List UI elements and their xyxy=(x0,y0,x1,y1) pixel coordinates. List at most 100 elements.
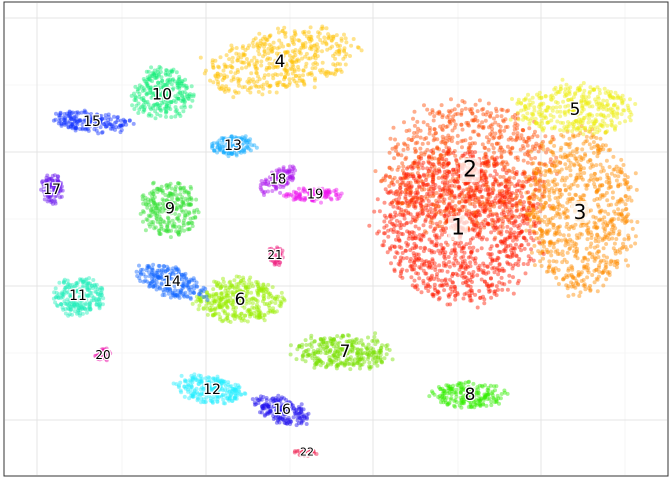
data-point xyxy=(443,278,447,283)
data-point xyxy=(494,141,499,146)
data-point xyxy=(143,195,148,200)
data-point xyxy=(476,132,481,137)
data-point xyxy=(614,202,619,207)
data-point xyxy=(571,133,575,138)
data-point xyxy=(549,118,554,123)
data-point xyxy=(478,225,483,230)
data-point xyxy=(610,190,615,195)
data-point xyxy=(528,118,533,123)
data-point xyxy=(548,217,553,222)
data-point xyxy=(538,251,543,256)
data-point xyxy=(170,218,175,223)
data-point xyxy=(434,235,439,239)
data-point xyxy=(557,190,562,195)
data-point xyxy=(265,37,270,42)
data-point xyxy=(438,193,443,197)
data-point xyxy=(250,296,255,301)
data-point xyxy=(457,200,462,204)
data-point xyxy=(407,200,412,205)
data-point xyxy=(508,135,513,140)
data-point xyxy=(491,184,496,189)
data-point xyxy=(507,220,512,225)
data-point xyxy=(575,126,580,131)
data-point xyxy=(439,156,444,161)
data-point xyxy=(633,171,638,176)
data-point xyxy=(477,98,482,103)
data-point xyxy=(503,236,508,241)
data-point xyxy=(413,284,418,289)
data-point xyxy=(558,128,563,133)
data-point xyxy=(607,270,612,275)
data-point xyxy=(434,168,439,173)
data-point xyxy=(145,83,150,88)
data-point xyxy=(467,245,472,250)
data-point xyxy=(244,65,248,70)
data-point xyxy=(413,224,418,229)
data-point xyxy=(433,207,438,212)
data-point xyxy=(472,210,477,215)
data-point xyxy=(554,259,559,264)
data-point xyxy=(556,169,561,173)
data-point xyxy=(421,211,426,216)
data-point xyxy=(414,217,419,221)
data-point xyxy=(456,261,461,266)
data-point xyxy=(558,160,563,165)
data-point xyxy=(595,102,599,107)
data-point xyxy=(430,389,434,394)
data-point xyxy=(606,221,611,226)
data-point xyxy=(436,297,441,302)
data-point xyxy=(598,176,603,181)
data-point xyxy=(483,160,488,164)
data-point xyxy=(544,269,549,274)
data-point xyxy=(533,221,538,226)
data-point xyxy=(542,190,547,195)
data-point xyxy=(480,120,485,125)
data-point xyxy=(175,111,180,116)
data-point xyxy=(609,258,614,263)
data-point xyxy=(400,168,405,173)
data-point xyxy=(392,175,397,180)
data-point xyxy=(426,159,431,164)
data-point xyxy=(570,197,575,201)
data-point xyxy=(510,203,515,208)
data-point xyxy=(420,211,425,216)
data-point xyxy=(397,200,402,205)
data-point xyxy=(482,178,487,182)
data-point xyxy=(215,284,220,288)
data-point xyxy=(588,177,593,181)
data-point xyxy=(347,333,351,338)
data-point xyxy=(393,145,398,150)
data-point xyxy=(532,189,537,194)
data-point xyxy=(474,185,479,190)
data-point xyxy=(475,186,480,190)
data-point xyxy=(551,95,556,100)
data-point xyxy=(410,236,415,241)
data-point xyxy=(566,266,571,271)
data-point xyxy=(553,85,558,90)
data-point xyxy=(432,282,437,287)
data-point xyxy=(442,153,447,158)
data-point xyxy=(524,176,529,181)
data-point xyxy=(513,219,518,224)
data-point xyxy=(256,286,261,291)
data-point xyxy=(494,399,499,404)
data-point xyxy=(623,119,628,124)
data-point xyxy=(578,173,583,177)
data-point xyxy=(521,207,526,211)
data-point xyxy=(490,191,495,196)
data-point xyxy=(143,228,148,233)
data-point xyxy=(430,257,435,262)
data-point xyxy=(467,146,472,150)
data-point xyxy=(562,276,567,281)
data-point xyxy=(534,236,539,241)
data-point xyxy=(592,255,597,260)
data-point xyxy=(604,190,609,195)
data-point xyxy=(268,83,273,88)
data-point xyxy=(574,177,579,182)
data-point xyxy=(476,124,481,129)
data-point xyxy=(231,75,236,80)
data-point xyxy=(153,212,158,217)
data-point xyxy=(568,237,573,242)
data-point xyxy=(453,293,458,298)
data-point xyxy=(446,161,451,166)
